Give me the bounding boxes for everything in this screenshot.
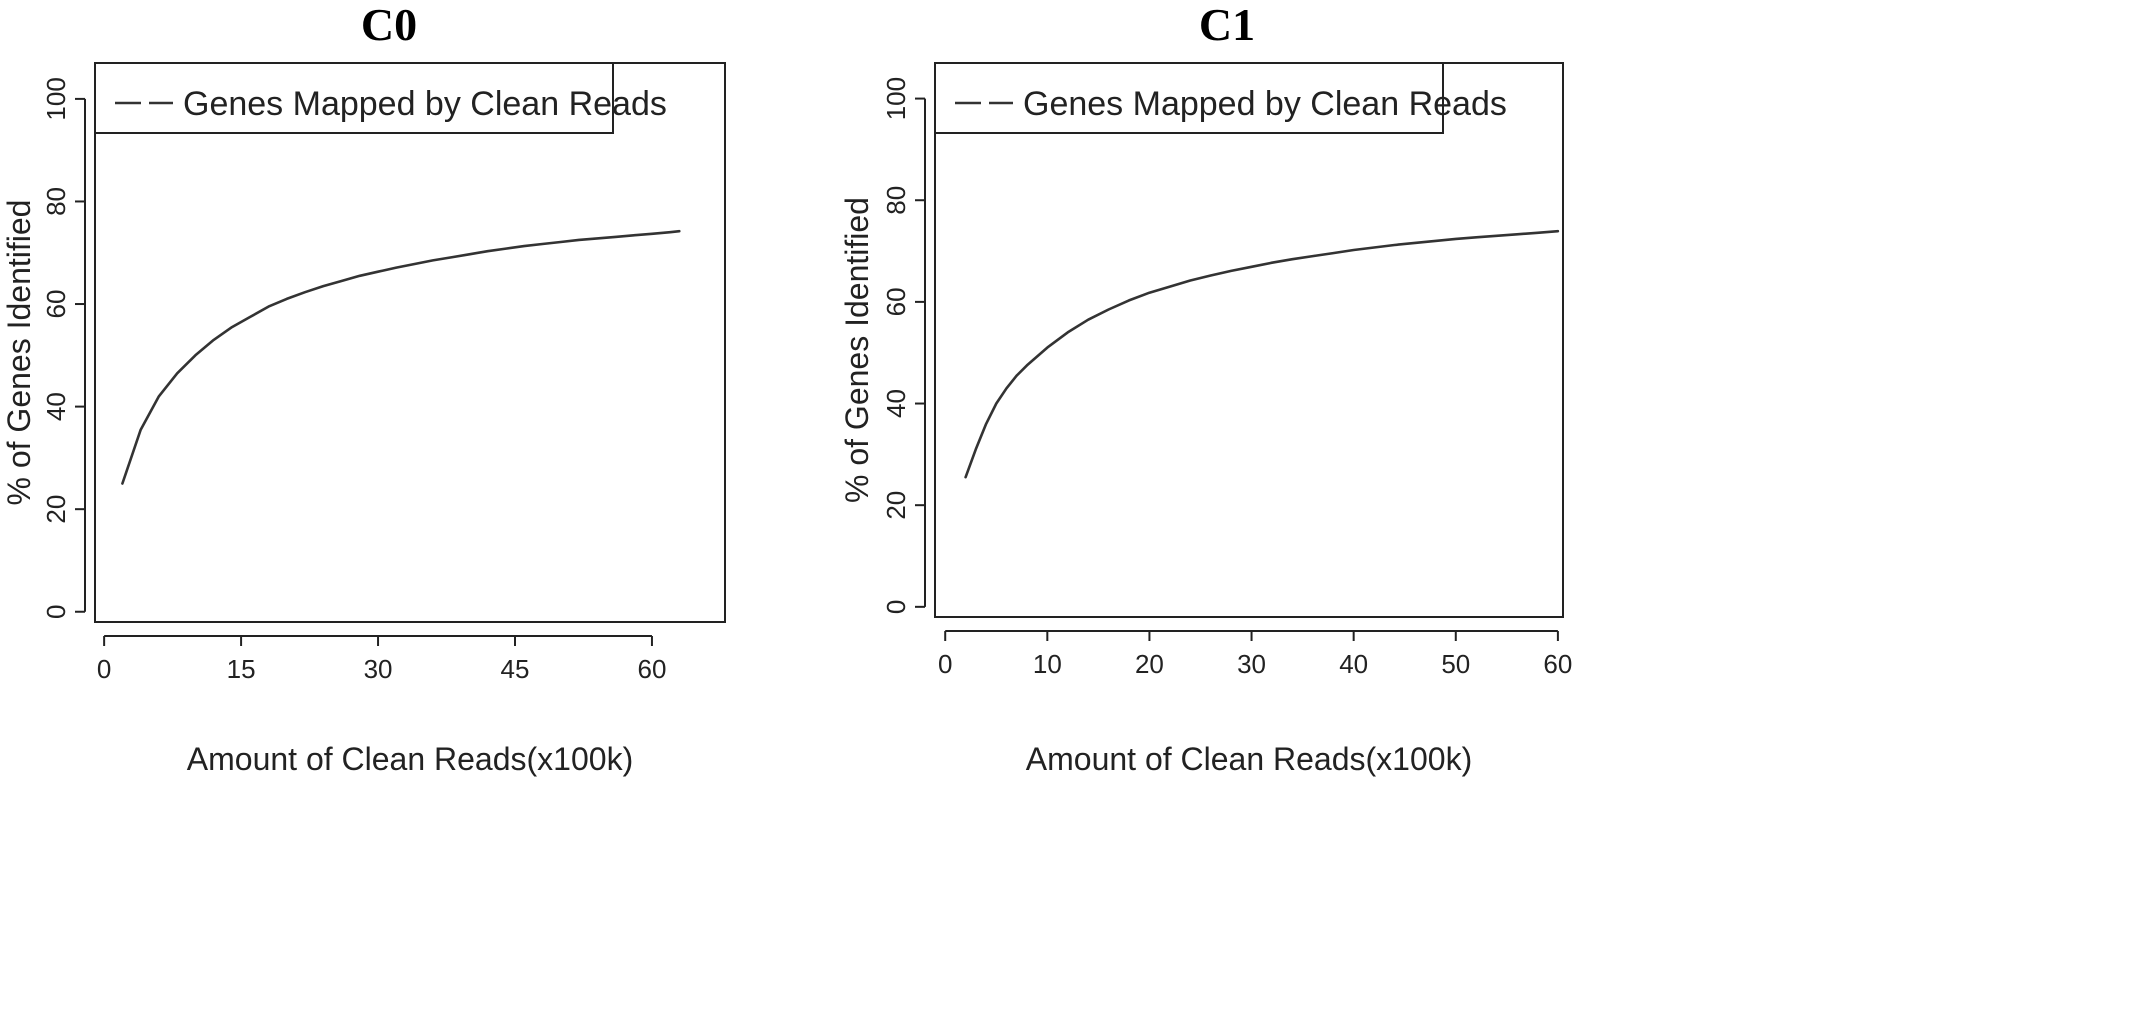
y-tick-label: 100	[881, 77, 911, 120]
x-tick-label: 60	[1543, 649, 1572, 679]
x-tick-label: 40	[1339, 649, 1368, 679]
legend-label: Genes Mapped by Clean Reads	[183, 85, 667, 123]
chart-title: C0	[361, 0, 417, 50]
y-tick-label: 20	[41, 495, 71, 524]
y-tick-label: 20	[881, 491, 911, 520]
y-tick-label: 0	[881, 600, 911, 614]
x-tick-label: 20	[1135, 649, 1164, 679]
chart-c0: C0 0 15 30 45 60 0 20 40 60 80 100 Amount of Clean R…	[1, 0, 726, 777]
legend-label: Genes Mapped by Clean Reads	[1023, 85, 1507, 123]
y-axis-label: % of Genes Identified	[839, 197, 875, 503]
x-tick-label: 45	[501, 654, 530, 684]
x-tick-label: 10	[1033, 649, 1062, 679]
y-axis-label: % of Genes Identified	[1, 200, 37, 506]
legend: Genes Mapped by Clean Reads	[94, 62, 667, 134]
y-tick-label: 60	[41, 290, 71, 319]
plot-frame	[934, 62, 1564, 618]
y-tick-label: 0	[41, 605, 71, 619]
x-tick-label: 0	[97, 654, 111, 684]
series-line	[121, 229, 681, 485]
x-tick-label: 30	[1237, 649, 1266, 679]
y-tick-label: 60	[881, 287, 911, 316]
x-tick-label: 0	[938, 649, 952, 679]
x-axis-label: Amount of Clean Reads(x100k)	[187, 741, 633, 777]
legend-box	[94, 62, 614, 134]
chart-c1: C1 0 10 20 30 40 50 60 0 20 40 60 80 100 Amount of Cle…	[839, 0, 1572, 777]
y-tick-label: 40	[881, 389, 911, 418]
legend: Genes Mapped by Clean Reads	[934, 62, 1507, 134]
y-tick-label: 40	[41, 392, 71, 421]
y-tick-label: 80	[881, 186, 911, 215]
legend-box	[934, 62, 1444, 134]
series-line	[964, 229, 1560, 479]
x-tick-label: 60	[637, 654, 666, 684]
x-tick-label: 50	[1441, 649, 1470, 679]
y-tick-label: 80	[41, 187, 71, 216]
chart-title: C1	[1199, 0, 1255, 50]
x-tick-label: 15	[227, 654, 256, 684]
y-tick-label: 100	[41, 77, 71, 120]
x-axis-label: Amount of Clean Reads(x100k)	[1026, 741, 1472, 777]
x-tick-label: 30	[364, 654, 393, 684]
plot-frame	[94, 62, 726, 623]
